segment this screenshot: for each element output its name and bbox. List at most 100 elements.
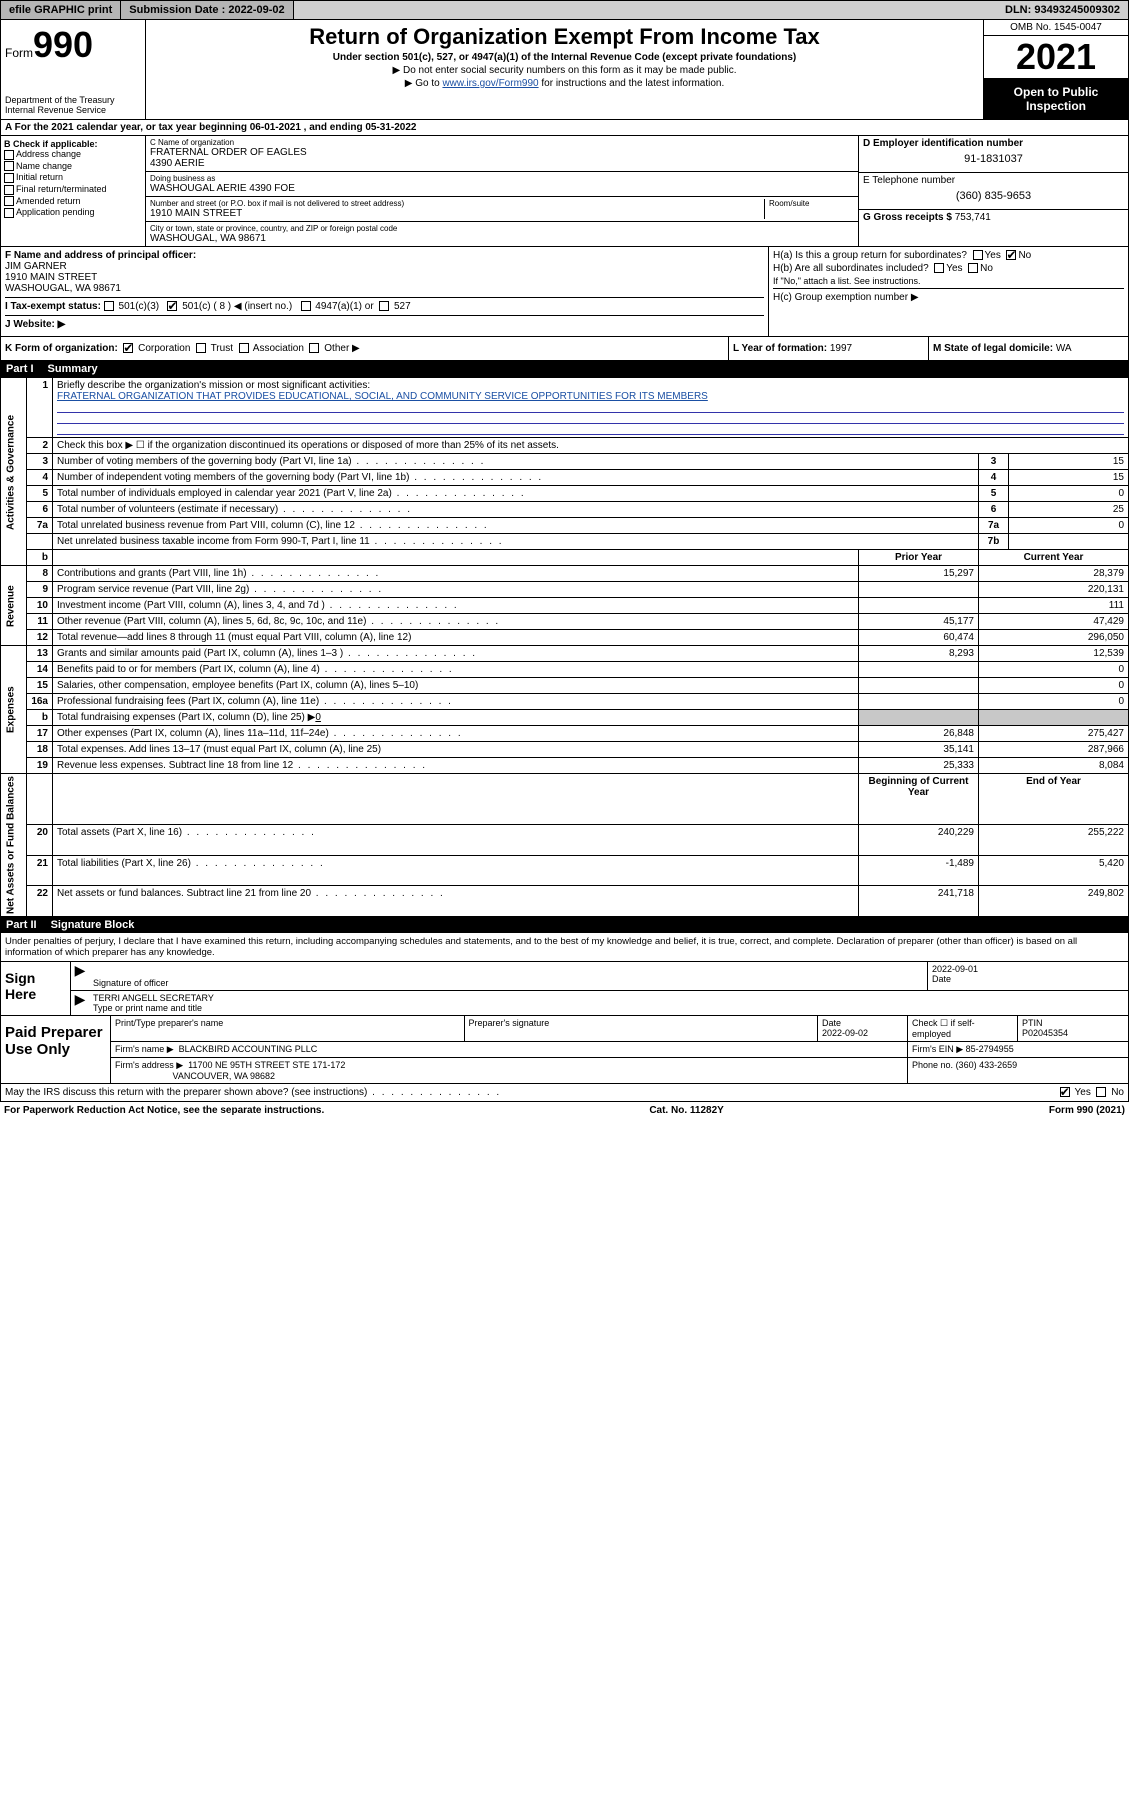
dba-cell: Doing business as WASHOUGAL AERIE 4390 F…	[146, 172, 858, 197]
ha-row: H(a) Is this a group return for subordin…	[773, 250, 1124, 261]
row-a-pre: A For the 2021 calendar year, or tax yea…	[5, 122, 250, 133]
instructions-line: ▶ Go to www.irs.gov/Form990 for instruct…	[154, 78, 975, 89]
header-mid: Return of Organization Exempt From Incom…	[146, 20, 983, 119]
submission-date-value: 2022-09-02	[228, 4, 284, 16]
side-revenue: Revenue	[1, 566, 27, 646]
cb-ha-yes[interactable]	[973, 250, 983, 260]
line-9-prior	[859, 582, 979, 598]
part2-title: Signature Block	[51, 919, 135, 931]
firm-addr1: 11700 NE 95TH STREET STE 171-172	[188, 1060, 345, 1070]
ssn-warning: ▶ Do not enter social security numbers o…	[154, 65, 975, 76]
cb-527[interactable]	[379, 301, 389, 311]
dln-cell: DLN: 93493245009302	[997, 1, 1128, 19]
signature-declaration: Under penalties of perjury, I declare th…	[0, 933, 1129, 962]
ein-cell: D Employer identification number 91-1831…	[859, 136, 1128, 173]
cb-hb-yes[interactable]	[934, 263, 944, 273]
line-7a-num: 7a	[27, 518, 53, 534]
form-number: Form990	[5, 24, 141, 66]
cb-initial-return[interactable]: Initial return	[4, 172, 142, 183]
part2-header: Part II Signature Block	[0, 917, 1129, 933]
m-state-domicile: M State of legal domicile: WA	[928, 337, 1128, 360]
line-11-curr: 47,429	[979, 614, 1129, 630]
cb-hb-no[interactable]	[968, 263, 978, 273]
discuss-yes: Yes	[1075, 1087, 1091, 1098]
block-fijh: F Name and address of principal officer:…	[0, 247, 1129, 337]
line-19-curr: 8,084	[979, 758, 1129, 774]
cb-name-change[interactable]: Name change	[4, 161, 142, 172]
lbl-trust: Trust	[211, 343, 233, 354]
hc-label: H(c) Group exemption number ▶	[773, 292, 919, 303]
ha-no: No	[1018, 250, 1031, 261]
cb-final-return[interactable]: Final return/terminated	[4, 184, 142, 195]
line-20-eoy: 255,222	[979, 825, 1129, 856]
line-15-num: 15	[27, 678, 53, 694]
phone-cell: E Telephone number (360) 835-9653	[859, 173, 1128, 210]
department-label: Department of the Treasury Internal Reve…	[5, 95, 141, 115]
line-12-desc: Total revenue—add lines 8 through 11 (mu…	[53, 630, 859, 646]
cb-other[interactable]	[309, 343, 319, 353]
cb-application-pending[interactable]: Application pending	[4, 207, 142, 218]
form-header: Form990 Department of the Treasury Inter…	[0, 20, 1129, 120]
mission-line-2	[57, 413, 1124, 424]
submission-date-label: Submission Date :	[129, 4, 225, 16]
line-19-desc: Revenue less expenses. Subtract line 18 …	[53, 758, 859, 774]
org-name-label: C Name of organization	[150, 138, 854, 147]
line-16a-num: 16a	[27, 694, 53, 710]
cb-corporation[interactable]	[123, 343, 133, 353]
cb-4947[interactable]	[301, 301, 311, 311]
sig-date-cell: 2022-09-01 Date	[928, 962, 1128, 990]
form990-link[interactable]: www.irs.gov/Form990	[442, 78, 538, 89]
lbl-4947: 4947(a)(1) or	[315, 301, 373, 312]
sig-date-label: Date	[932, 974, 1124, 984]
line-13-prior: 8,293	[859, 646, 979, 662]
sig-arrow-2: ▶	[71, 991, 89, 1015]
sig-arrow-1: ▶	[71, 962, 89, 990]
line-4-val: 15	[1009, 470, 1129, 486]
cb-501c3[interactable]	[104, 301, 114, 311]
hb-no: No	[980, 263, 993, 274]
city-label: City or town, state or province, country…	[150, 224, 854, 233]
lbl-501c: 501(c) ( 8 ) ◀ (insert no.)	[182, 301, 292, 312]
cb-501c[interactable]	[167, 301, 177, 311]
prep-date-label: Date	[822, 1018, 903, 1028]
line-13-num: 13	[27, 646, 53, 662]
firm-phone-label: Phone no.	[912, 1060, 953, 1070]
line-4-num: 4	[27, 470, 53, 486]
cb-trust[interactable]	[196, 343, 206, 353]
gross-label: G Gross receipts $	[863, 212, 952, 223]
dba-value: WASHOUGAL AERIE 4390 FOE	[150, 183, 854, 194]
l-year-formation: L Year of formation: 1997	[728, 337, 928, 360]
cb-ha-no[interactable]	[1006, 250, 1016, 260]
cb-discuss-no[interactable]	[1096, 1087, 1106, 1097]
street-cell: Number and street (or P.O. box if mail i…	[146, 197, 858, 222]
line-5-val: 0	[1009, 486, 1129, 502]
room-label: Room/suite	[769, 199, 854, 208]
phone-value: (360) 835-9653	[863, 190, 1124, 202]
website-label: J Website: ▶	[5, 319, 65, 330]
line-1-num: 1	[27, 378, 53, 438]
sig-officer-cell: Signature of officer	[89, 962, 928, 990]
line-13-curr: 12,539	[979, 646, 1129, 662]
firm-ein-value: 85-2794955	[966, 1044, 1014, 1054]
form-990-big: 990	[33, 24, 93, 65]
discuss-row: May the IRS discuss this return with the…	[0, 1084, 1129, 1102]
prep-date-cell: Date 2022-09-02	[818, 1016, 908, 1041]
line-5-desc: Total number of individuals employed in …	[53, 486, 979, 502]
cb-address-change[interactable]: Address change	[4, 149, 142, 160]
line-6-desc: Total number of volunteers (estimate if …	[53, 502, 979, 518]
sig-name-label: Type or print name and title	[93, 1003, 1124, 1013]
summary-table: Activities & Governance 1 Briefly descri…	[0, 377, 1129, 917]
efile-print-button[interactable]: efile GRAPHIC print	[1, 1, 121, 19]
sign-here-block: Sign Here ▶ Signature of officer 2022-09…	[0, 962, 1129, 1016]
cb-association[interactable]	[239, 343, 249, 353]
cb-amended-return[interactable]: Amended return	[4, 196, 142, 207]
cb-discuss-yes[interactable]	[1060, 1087, 1070, 1097]
line-10-num: 10	[27, 598, 53, 614]
tax-year: 2021	[984, 36, 1128, 79]
hb-note: If "No," attach a list. See instructions…	[773, 276, 1124, 286]
firm-phone-value: (360) 433-2659	[956, 1060, 1018, 1070]
ein-label: D Employer identification number	[863, 138, 1124, 149]
row-a-tax-year: A For the 2021 calendar year, or tax yea…	[0, 120, 1129, 136]
form-footer: Form 990 (2021)	[1049, 1105, 1125, 1116]
line-15-curr: 0	[979, 678, 1129, 694]
